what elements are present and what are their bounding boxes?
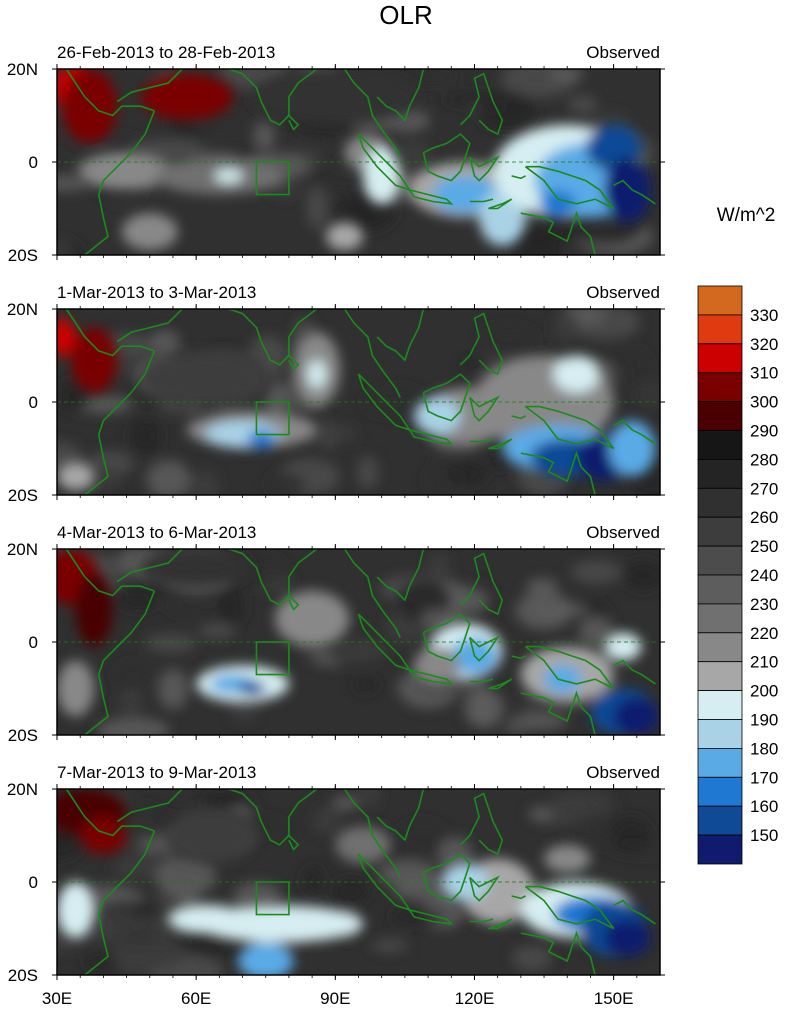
colorbar-swatch [697,545,743,576]
colorbar-label: 150 [750,826,778,845]
colorbar-swatch [697,834,743,865]
region-box [255,161,290,196]
panel-label: Observed [586,43,660,62]
colorbar-swatch [697,343,743,374]
colorbar-label: 160 [750,797,778,816]
region-box [255,401,290,436]
lat-tick-label: 0 [29,633,38,652]
lon-tick-label: 150E [594,989,634,1008]
region-box [255,641,290,676]
lon-tick-label: 120E [455,989,495,1008]
colorbar-label: 240 [750,566,778,585]
colorbar-swatch [697,314,743,345]
longitude-axis: 30E 60E 90E 120E 150E [42,989,634,1008]
lat-tick-label: 20N [7,540,38,559]
colorbar-swatch [697,401,743,431]
colorbar-swatch [697,516,743,547]
olr-field [57,549,660,735]
panel-period: 7-Mar-2013 to 9-Mar-2013 [57,763,256,782]
lat-tick-label: 20N [7,60,38,79]
lon-tick-label: 60E [181,989,211,1008]
lat-tick-label: 0 [29,393,38,412]
coastlines [65,789,656,975]
panel-period: 4-Mar-2013 to 6-Mar-2013 [57,523,256,542]
lat-tick-label: 20N [7,780,38,799]
colorbar-swatch [697,776,743,807]
colorbar-swatch [697,805,743,836]
lat-tick-label: 20S [8,726,38,745]
figure-title: OLR [379,0,432,30]
region-box [255,881,290,916]
coastlines [65,549,656,735]
map-panel: 20N 0 20S 1-Mar-2013 to 3-Mar-2013 Observed [7,283,665,505]
colorbar-swatch [697,458,743,489]
colorbar-label: 210 [750,653,778,672]
lat-tick-label: 20S [8,966,38,985]
lon-tick-label: 90E [320,989,350,1008]
colorbar-label: 200 [750,682,778,701]
colorbar-label: 260 [750,508,778,527]
panel-period: 26-Feb-2013 to 28-Feb-2013 [57,43,275,62]
map-panel: 20N 0 20S 4-Mar-2013 to 6-Mar-2013 Observed [7,523,665,745]
colorbar-swatch [697,690,743,720]
map-panel: 20N 0 20S 7-Mar-2013 to 9-Mar-2013 Observed [7,763,665,985]
colorbar-label: 320 [750,335,778,354]
panel-label: Observed [586,283,660,302]
colorbar-label: 180 [750,739,778,758]
olr-field [57,69,660,255]
colorbar-label: 280 [750,450,778,469]
colorbar-swatch [697,372,743,403]
panel-label: Observed [586,523,660,542]
colorbar-swatch [697,603,743,634]
colorbar-label: 300 [750,393,778,412]
lat-tick-label: 0 [29,153,38,172]
colorbar-swatch [697,719,743,749]
colorbar-swatch [697,285,743,316]
coastlines [65,309,656,495]
coastlines [65,69,656,255]
panel-label: Observed [586,763,660,782]
colorbar: 330 320 310 300 290 280 270 260 250 240 230 220 210 2… [697,285,778,865]
colorbar-label: 190 [750,711,778,730]
colorbar-label: 220 [750,624,778,643]
colorbar-label: 250 [750,537,778,556]
panel-period: 1-Mar-2013 to 3-Mar-2013 [57,283,256,302]
units-label: W/m^2 [717,205,776,226]
map-panels: 20N 0 20S 26-Feb-2013 to 28-Feb-2013 Observe… [7,43,665,985]
lat-tick-label: 20S [8,246,38,265]
colorbar-label: 230 [750,595,778,614]
olr-field [57,789,660,975]
lon-tick-label: 30E [42,989,72,1008]
colorbar-swatch [697,661,743,692]
map-panel: 20N 0 20S 26-Feb-2013 to 28-Feb-2013 Observe… [7,43,665,265]
colorbar-swatch [697,748,743,778]
colorbar-label: 310 [750,364,778,383]
olr-field [57,309,660,495]
colorbar-label: 330 [750,306,778,325]
colorbar-swatch [697,487,743,518]
colorbar-label: 170 [750,768,778,787]
colorbar-label: 270 [750,479,778,498]
colorbar-swatch [697,632,743,663]
colorbar-swatch [697,574,743,605]
colorbar-label: 290 [750,422,778,441]
lat-tick-label: 0 [29,873,38,892]
lat-tick-label: 20S [8,486,38,505]
colorbar-swatch [697,430,743,460]
lat-tick-label: 20N [7,300,38,319]
